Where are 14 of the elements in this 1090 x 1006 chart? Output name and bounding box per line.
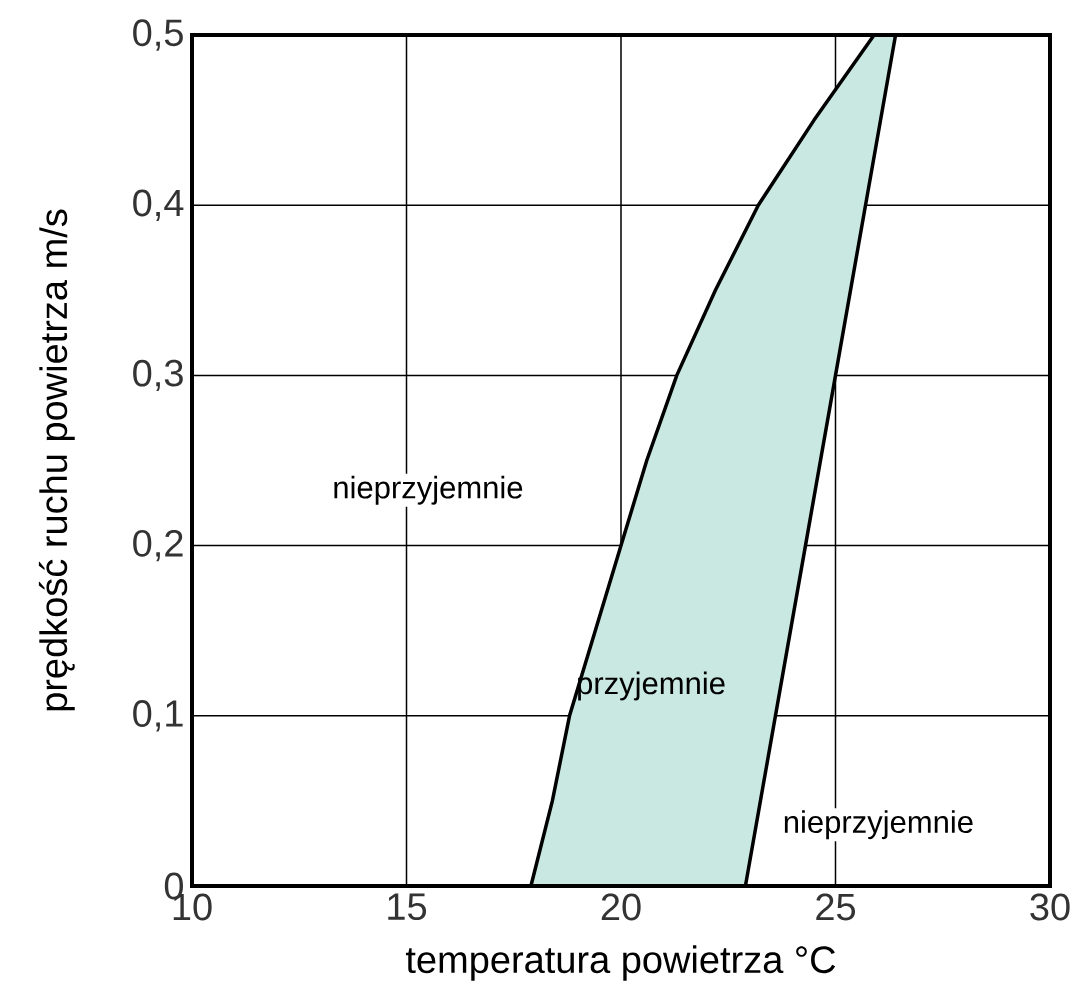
y-tick-label: 0,5	[133, 19, 183, 51]
x-tick-label: 25	[816, 893, 856, 921]
y-tick-label: 0,3	[133, 359, 183, 392]
x-tick-label: 20	[601, 893, 641, 921]
annotation: przyjemnie	[578, 671, 725, 701]
annotation: nieprzyjemnie	[784, 810, 973, 840]
annotation: nieprzyjemnie	[334, 475, 523, 505]
y-tick-label: 0,1	[133, 700, 183, 732]
y-tick-label: 0,2	[133, 529, 183, 562]
x-axis-title: temperatura powietrza °C	[405, 945, 836, 981]
x-tick-label: 30	[1030, 893, 1070, 921]
y-tick-label: 0,4	[133, 189, 184, 221]
y-axis-title: prędkość ruchu powietrza m/s	[38, 209, 75, 711]
x-tick-label: 15	[388, 893, 427, 921]
